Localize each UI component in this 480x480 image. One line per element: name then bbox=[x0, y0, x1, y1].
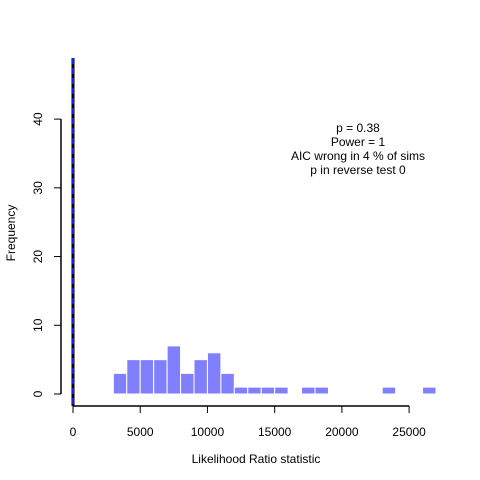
histogram-bar bbox=[220, 372, 235, 395]
annotation-line: p = 0.38 bbox=[336, 121, 380, 135]
annotation-line: Power = 1 bbox=[331, 135, 386, 149]
histogram-bar bbox=[260, 386, 276, 395]
histogram-bar bbox=[139, 359, 155, 395]
histogram-bar bbox=[166, 345, 182, 395]
y-tick-label: 0 bbox=[31, 390, 45, 397]
histogram-bar bbox=[247, 386, 262, 395]
y-tick-label: 30 bbox=[31, 181, 45, 195]
histogram-bar bbox=[233, 386, 249, 395]
y-tick-label: 20 bbox=[31, 250, 45, 264]
histogram-bar bbox=[301, 386, 316, 395]
x-tick-label: 20000 bbox=[325, 425, 359, 439]
x-tick-label: 15000 bbox=[258, 425, 292, 439]
x-tick-label: 0 bbox=[70, 425, 77, 439]
y-tick-label: 40 bbox=[31, 112, 45, 126]
histogram-bar bbox=[180, 372, 195, 395]
histogram-bar bbox=[206, 352, 222, 395]
annotation-line: AIC wrong in 4 % of sims bbox=[291, 149, 425, 163]
y-tick-label: 10 bbox=[31, 318, 45, 332]
histogram-bars bbox=[112, 345, 437, 395]
histogram-bar bbox=[153, 359, 168, 395]
histogram-bar bbox=[112, 372, 128, 395]
histogram-bar bbox=[193, 359, 208, 395]
x-tick-label: 5000 bbox=[127, 425, 154, 439]
histogram-bar bbox=[314, 386, 329, 395]
x-tick-label: 10000 bbox=[191, 425, 225, 439]
x-axis: 0 5000 10000 15000 20000 25000 bbox=[70, 405, 426, 439]
histogram-bar bbox=[126, 359, 141, 395]
histogram-bar bbox=[381, 386, 397, 395]
histogram-bar bbox=[422, 386, 437, 395]
annotation-line: p in reverse test 0 bbox=[310, 163, 406, 177]
x-axis-label: Likelihood Ratio statistic bbox=[192, 452, 321, 466]
x-tick-label: 25000 bbox=[392, 425, 426, 439]
y-axis: 0 10 20 30 40 bbox=[31, 112, 62, 397]
histogram-bar bbox=[274, 386, 289, 395]
y-axis-label: Frequency bbox=[4, 205, 18, 262]
